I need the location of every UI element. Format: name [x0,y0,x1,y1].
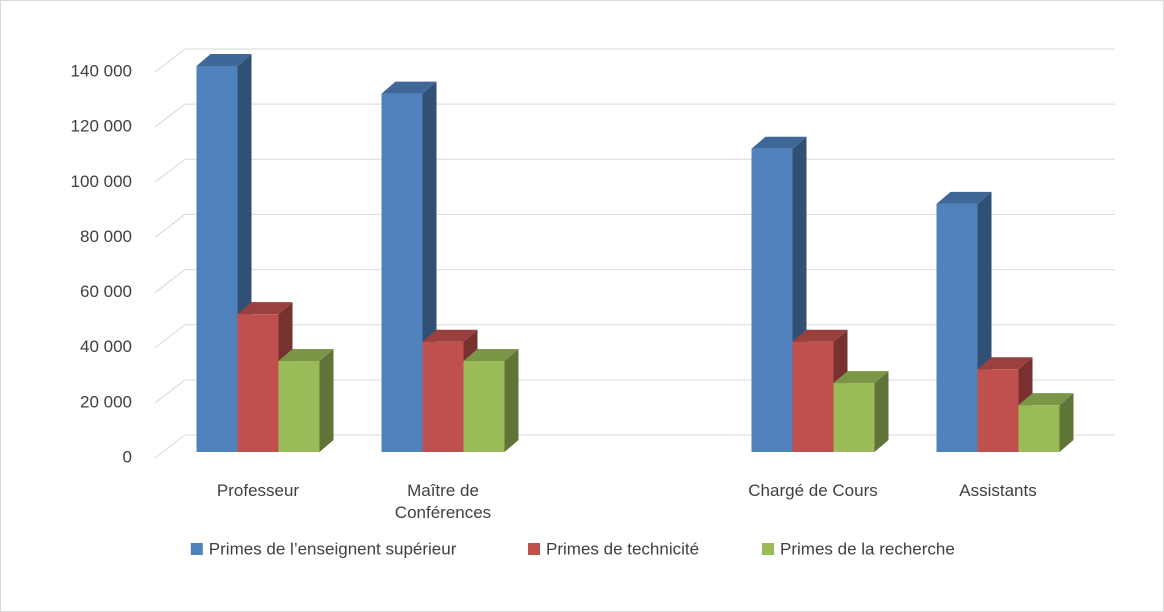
y-tick-label: 20 000 [80,392,132,411]
legend-label: Primes de la recherche [780,539,955,558]
bar-side [504,349,519,452]
y-tick-label: 0 [123,447,132,466]
bar-top [936,191,992,204]
legend-label: Primes de technicité [546,539,699,558]
grid-line-floor [154,103,186,128]
bar [237,314,279,452]
bar-top [278,349,334,362]
y-tick-label: 100 000 [71,172,132,191]
bar [751,148,793,452]
x-tick-label: Professeur [216,481,300,500]
legend-swatch [528,543,540,555]
bar-top [463,349,519,362]
bar-top [751,136,807,149]
bar [833,383,875,452]
bar [196,66,238,452]
bar [1018,405,1060,452]
bar [278,361,320,452]
bar [463,361,505,452]
grid-line-floor [154,269,186,293]
bar-top [792,329,848,342]
bar-top [833,371,889,384]
bar [936,203,978,452]
bar-top [237,302,293,315]
bar-side [1059,393,1074,452]
bar-top [381,81,437,94]
grid-line-floor [154,158,186,183]
y-tick-label: 120 000 [71,117,132,136]
bar-top [422,329,478,342]
grid-line-floor [154,214,186,238]
bar-top [1018,393,1074,406]
legend-swatch [762,543,774,555]
bar [977,369,1019,452]
grid-line-floor [154,48,186,73]
grid-line-floor [154,324,186,349]
grid-line-floor [154,434,186,459]
bar [792,341,834,452]
bar-top [977,357,1033,370]
y-tick-label: 80 000 [80,227,132,246]
x-tick-label: Chargé de Cours [748,481,878,500]
x-tick-label: Assistants [959,481,1037,500]
legend-label: Primes de l’enseignent supérieur [209,539,457,558]
bar-side [319,349,334,452]
bar-top [196,54,252,66]
y-tick-label: 40 000 [80,337,132,356]
y-tick-label: 60 000 [80,282,132,301]
bar [381,93,423,453]
legend-swatch [190,543,203,555]
x-tick-label: Maître de Conférences [394,481,492,522]
bar-side [874,371,889,452]
y-tick-label: 140 000 [71,61,132,80]
bar [422,341,464,452]
grid-line-floor [154,379,186,404]
